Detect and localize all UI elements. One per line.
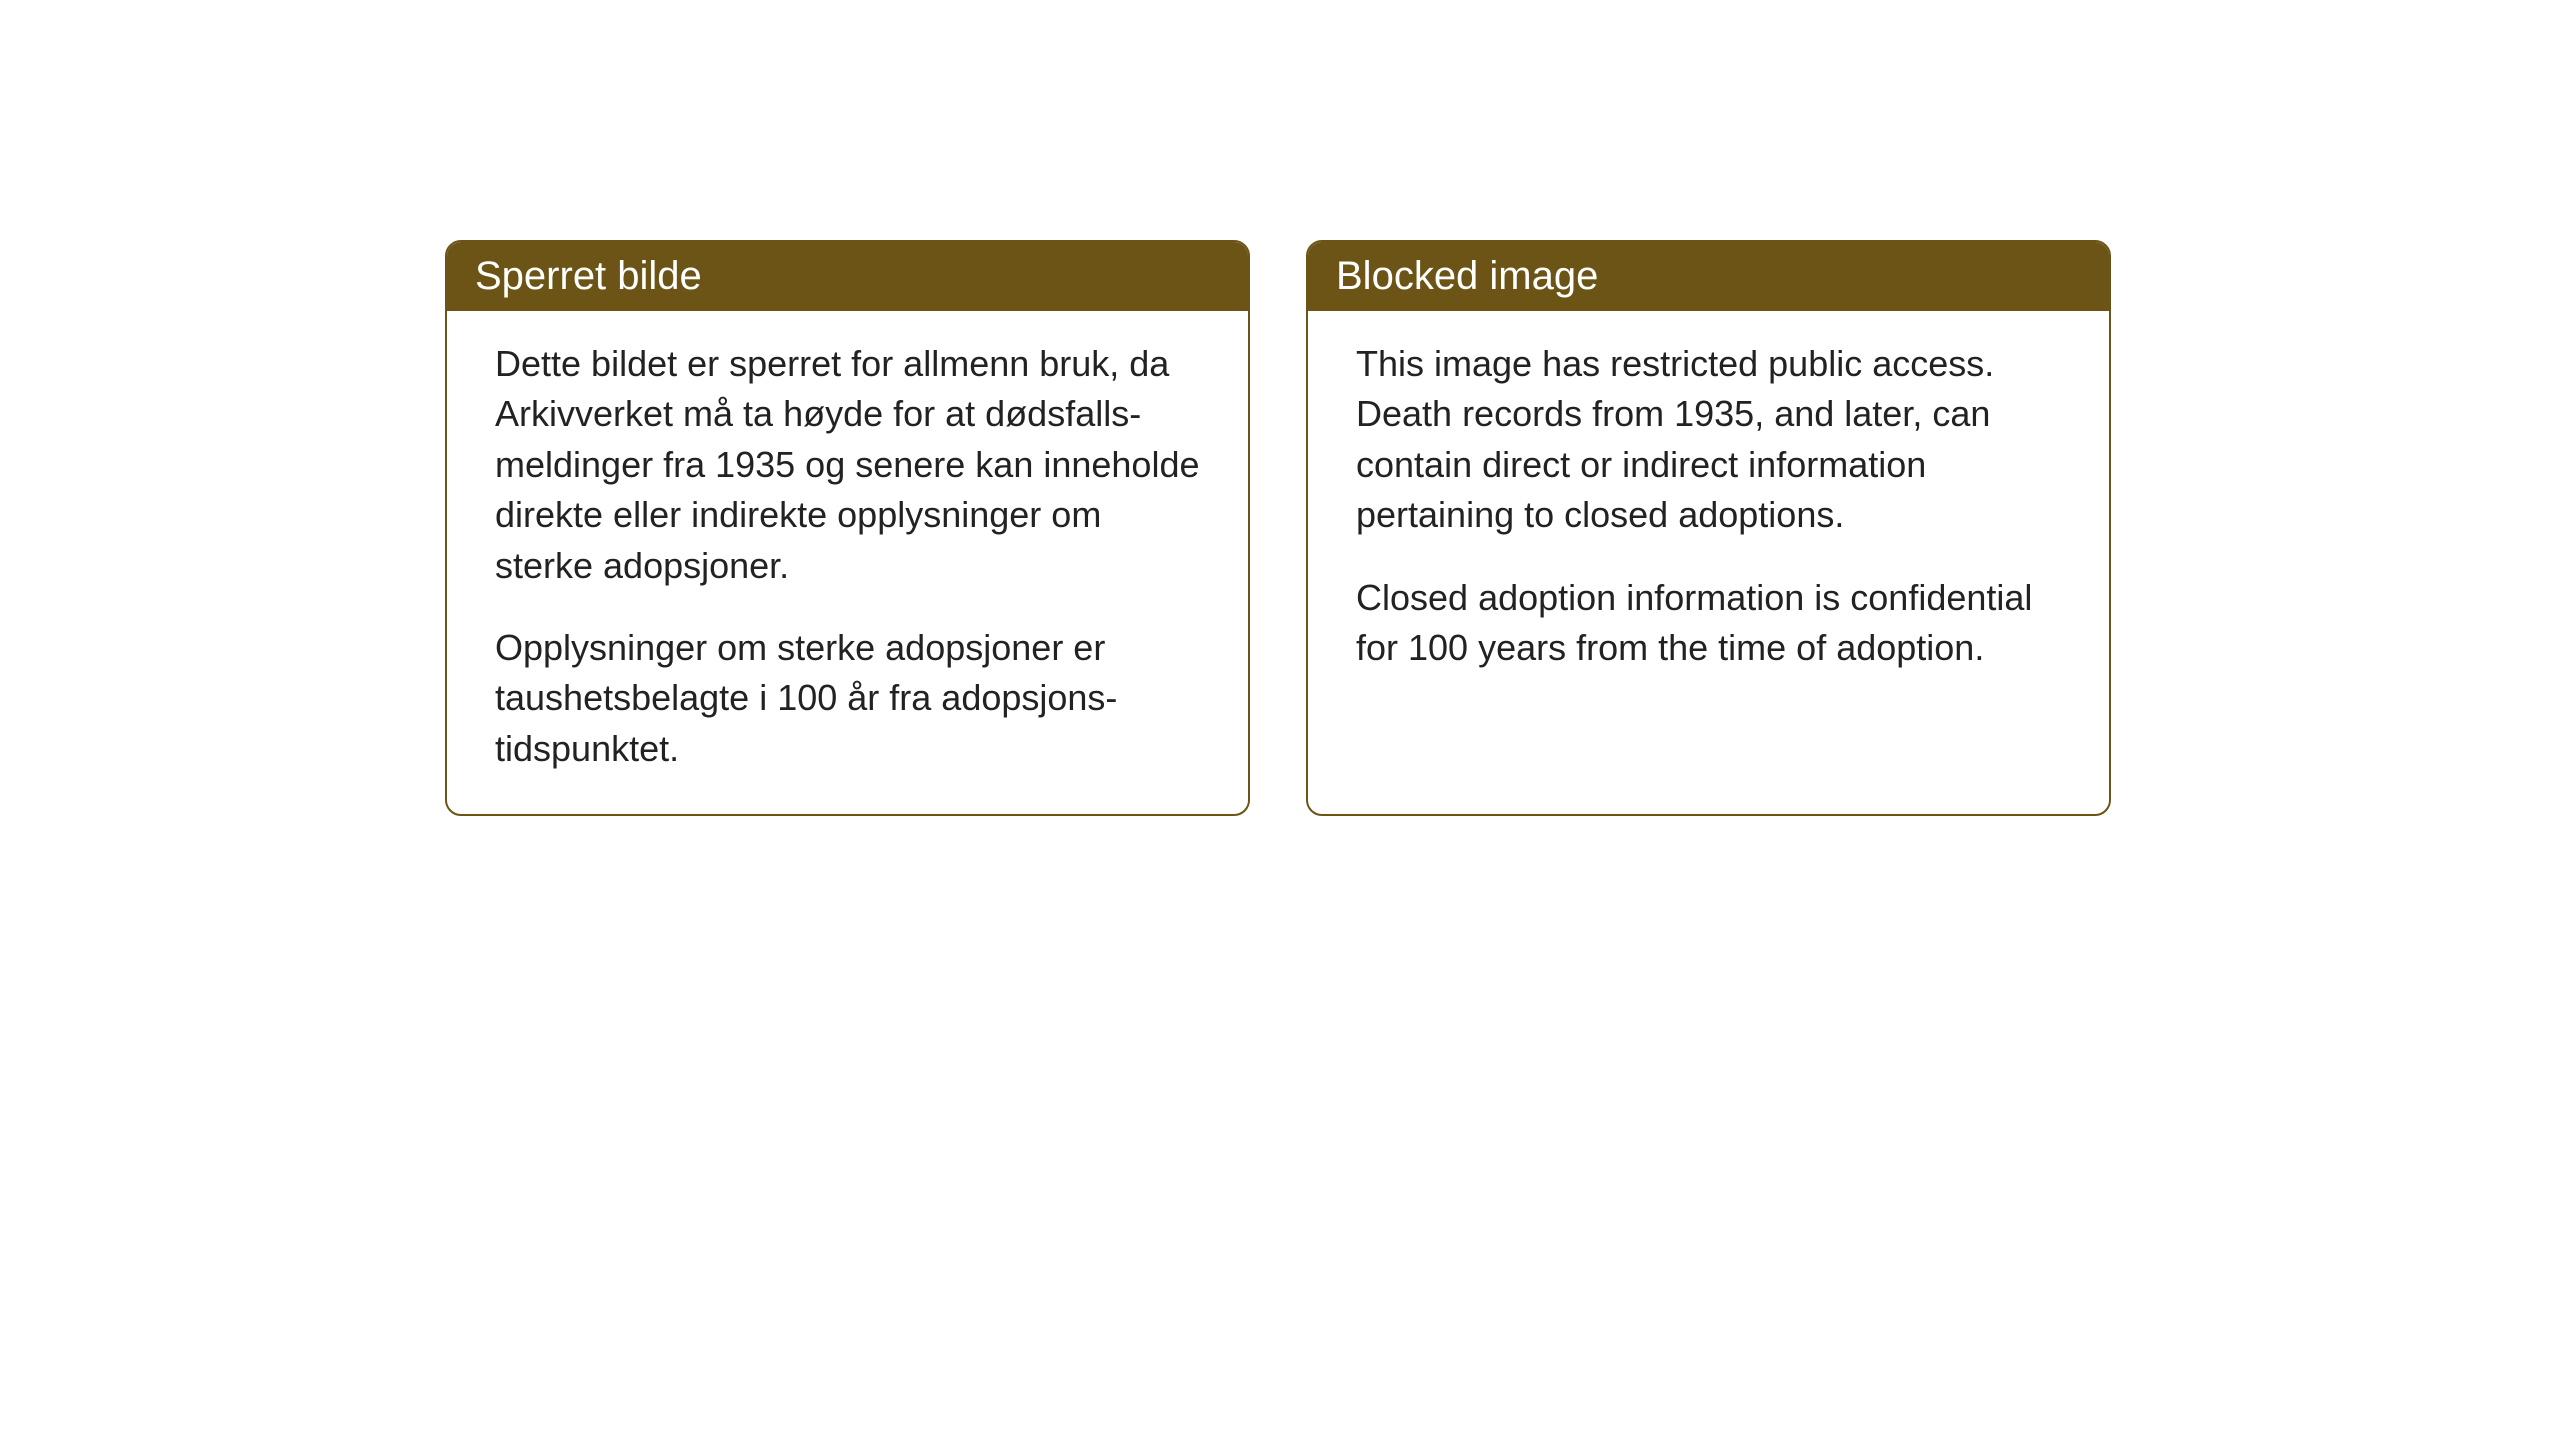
- card-english: Blocked image This image has restricted …: [1306, 240, 2111, 816]
- card-body-english: This image has restricted public access.…: [1308, 311, 2109, 713]
- card-header-english: Blocked image: [1308, 242, 2109, 311]
- card-body-norwegian: Dette bildet er sperret for allmenn bruk…: [447, 311, 1248, 814]
- card-paragraph1-english: This image has restricted public access.…: [1356, 339, 2061, 541]
- card-norwegian: Sperret bilde Dette bildet er sperret fo…: [445, 240, 1250, 816]
- card-title-norwegian: Sperret bilde: [475, 254, 702, 298]
- cards-container: Sperret bilde Dette bildet er sperret fo…: [445, 240, 2111, 816]
- card-paragraph2-english: Closed adoption information is confident…: [1356, 573, 2061, 674]
- card-title-english: Blocked image: [1336, 254, 1598, 298]
- card-paragraph1-norwegian: Dette bildet er sperret for allmenn bruk…: [495, 339, 1200, 591]
- card-paragraph2-norwegian: Opplysninger om sterke adopsjoner er tau…: [495, 623, 1200, 774]
- card-header-norwegian: Sperret bilde: [447, 242, 1248, 311]
